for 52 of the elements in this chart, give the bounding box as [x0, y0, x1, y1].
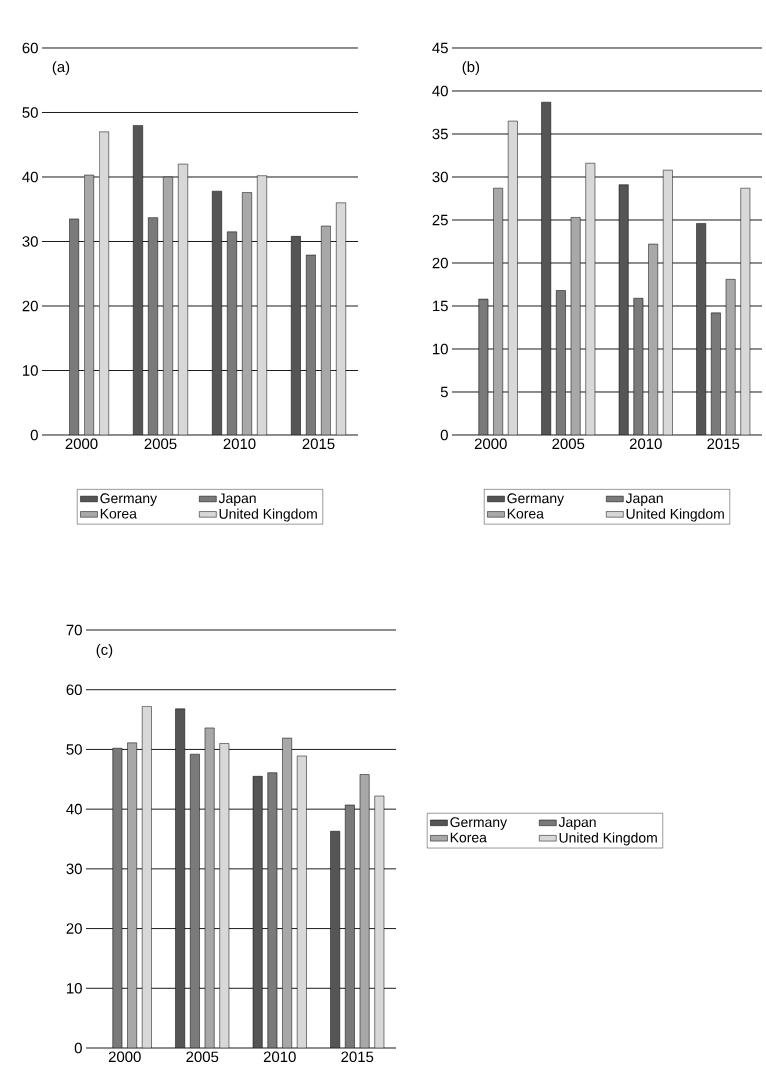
annotation: (a): [52, 61, 70, 76]
y-tick-label: 20: [66, 923, 82, 934]
legend-label: Korea: [450, 832, 487, 843]
y-tick-label: 25: [432, 214, 448, 226]
y-tick-label: 40: [432, 85, 448, 97]
legend-label: United Kingdom: [219, 508, 317, 522]
x-tick-label: 2000: [474, 438, 507, 450]
legend-label: Japan: [625, 493, 663, 506]
y-tick-label: 20: [22, 300, 38, 312]
x-tick-label: 2015: [707, 438, 740, 450]
x-tick-label: 2005: [144, 438, 177, 450]
x-tick-label: 2010: [263, 1051, 296, 1063]
y-tick-label: 70: [66, 624, 82, 636]
y-tick-label: 50: [66, 744, 82, 755]
y-tick-label: 5: [440, 386, 448, 398]
y-tick-label: 60: [66, 684, 82, 695]
legend-label: Japan: [558, 817, 596, 830]
x-tick-label: 2000: [65, 438, 98, 450]
y-tick-label: 30: [22, 236, 38, 247]
legend-label: Germany: [450, 817, 508, 830]
x-tick-label: 2015: [302, 438, 335, 450]
y-tick-label: 10: [23, 365, 38, 376]
x-tick-label: 2005: [552, 438, 585, 450]
y-tick-label: 0: [74, 1042, 82, 1054]
y-tick-label: 20: [432, 257, 448, 269]
legend-label: Japan: [218, 493, 256, 506]
y-tick-label: 0: [30, 429, 38, 441]
legend-label: Germany: [507, 493, 565, 506]
annotation: (c): [96, 643, 113, 658]
y-tick-label: 0: [440, 429, 448, 441]
y-tick-label: 40: [22, 171, 38, 183]
x-tick-label: 2015: [341, 1051, 374, 1063]
y-tick-label: 40: [66, 803, 82, 815]
legend-label: Korea: [507, 508, 544, 519]
y-tick-label: 35: [432, 128, 448, 140]
legend-label: Korea: [100, 508, 137, 519]
y-tick-label: 10: [67, 982, 82, 994]
y-tick-label: 15: [433, 300, 448, 312]
x-tick-label: 2010: [223, 438, 256, 450]
y-tick-label: 50: [22, 107, 38, 118]
y-tick-label: 30: [66, 863, 82, 875]
legend-label: United Kingdom: [626, 508, 724, 522]
y-tick-label: 10: [433, 343, 448, 355]
x-tick-label: 2005: [186, 1051, 219, 1063]
y-tick-label: 60: [22, 42, 38, 54]
y-tick-label: 45: [432, 42, 448, 54]
x-tick-label: 2010: [629, 438, 662, 450]
annotation: (b): [462, 61, 480, 76]
legend-label: United Kingdom: [559, 832, 657, 846]
legend-label: Germany: [100, 493, 158, 506]
y-tick-label: 30: [432, 171, 448, 183]
x-tick-label: 2000: [108, 1051, 141, 1063]
